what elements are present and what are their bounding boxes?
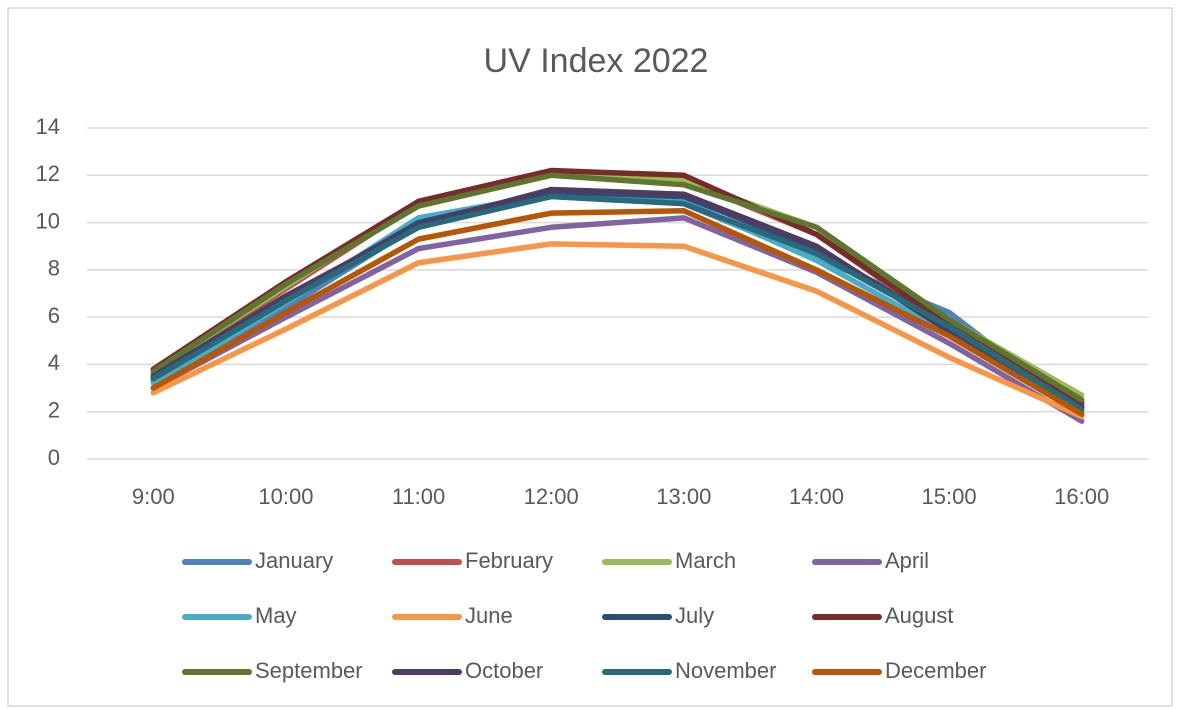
legend-label: December — [885, 658, 986, 683]
legend-label: May — [255, 603, 297, 628]
series-line — [150, 241, 1085, 420]
series-line — [150, 208, 1085, 417]
legend-label: August — [885, 603, 954, 628]
x-tick-label: 14:00 — [789, 484, 844, 509]
y-tick-label: 8 — [48, 256, 60, 281]
legend-label: April — [885, 548, 929, 573]
y-tick-label: 2 — [48, 398, 60, 423]
x-tick-label: 12:00 — [524, 484, 579, 509]
series-line — [150, 215, 1085, 424]
series-line — [150, 193, 1085, 413]
y-tick-label: 6 — [48, 303, 60, 328]
series-line — [150, 172, 1085, 403]
legend-label: February — [465, 548, 553, 573]
legend-label: November — [675, 658, 776, 683]
legend-label: June — [465, 603, 513, 628]
legend-label: September — [255, 658, 363, 683]
legend-label: July — [675, 603, 714, 628]
x-tick-label: 15:00 — [922, 484, 977, 509]
y-tick-label: 12 — [36, 161, 60, 186]
x-tick-label: 9:00 — [132, 484, 175, 509]
y-tick-label: 0 — [48, 445, 60, 470]
x-tick-label: 13:00 — [656, 484, 711, 509]
x-tick-label: 10:00 — [258, 484, 313, 509]
legend-label: October — [465, 658, 543, 683]
legend-label: March — [675, 548, 736, 573]
chart-title: UV Index 2022 — [484, 42, 709, 80]
y-tick-label: 14 — [36, 114, 60, 139]
y-tick-label: 10 — [36, 208, 60, 233]
x-tick-label: 16:00 — [1054, 484, 1109, 509]
x-tick-label: 11:00 — [392, 484, 445, 509]
legend-label: January — [255, 548, 333, 573]
y-tick-label: 4 — [48, 350, 60, 375]
